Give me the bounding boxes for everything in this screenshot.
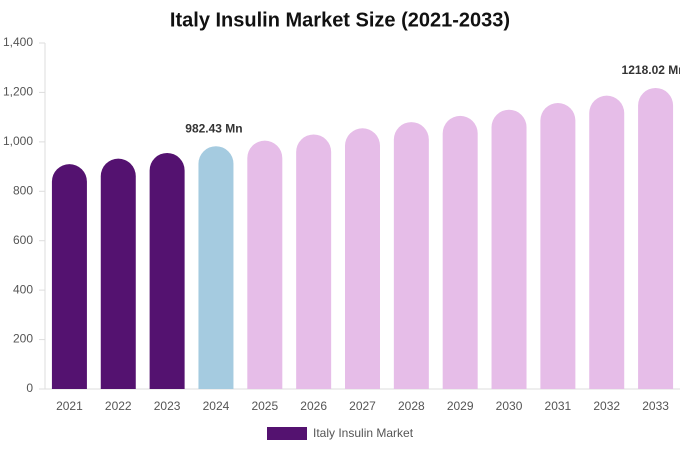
bar	[393, 122, 429, 389]
x-tick-label: 2024	[203, 399, 230, 413]
legend-label: Italy Insulin Market	[313, 426, 414, 440]
bar	[198, 146, 234, 389]
chart-title: Italy Insulin Market Size (2021-2033)	[170, 9, 510, 31]
bar	[345, 128, 380, 389]
y-tick-label: 1,400	[3, 35, 33, 49]
x-tick-label: 2027	[349, 399, 376, 413]
x-tick-label: 2031	[545, 399, 572, 413]
x-tick-label: 2030	[496, 399, 523, 413]
y-tick-label: 200	[13, 332, 33, 346]
y-tick-label: 1,000	[3, 134, 33, 148]
x-tick-label: 2022	[105, 399, 132, 413]
bar	[51, 164, 87, 389]
bar	[638, 87, 674, 389]
x-tick-label: 2026	[300, 399, 327, 413]
y-tick-label: 600	[13, 233, 33, 247]
x-tick-label: 2028	[398, 399, 425, 413]
y-tick-label: 800	[13, 183, 33, 197]
bar	[589, 95, 625, 390]
x-tick-label: 2033	[642, 399, 669, 413]
bar	[442, 115, 478, 389]
bar	[296, 134, 332, 389]
x-tick-label: 2025	[251, 399, 278, 413]
bar	[540, 103, 576, 389]
x-tick-label: 2032	[593, 399, 620, 413]
value-label: 982.43 Mn	[185, 121, 242, 135]
value-label: 1218.02 Mn	[622, 63, 680, 77]
bar	[247, 140, 283, 389]
bar	[100, 158, 136, 389]
y-tick-label: 400	[13, 282, 33, 296]
y-tick-label: 1,200	[3, 85, 33, 99]
x-tick-label: 2021	[56, 399, 83, 413]
legend-swatch	[267, 427, 307, 440]
x-tick-label: 2023	[154, 399, 181, 413]
y-tick-label: 0	[26, 381, 33, 395]
bar	[491, 109, 527, 389]
bar	[149, 152, 185, 389]
x-tick-label: 2029	[447, 399, 474, 413]
